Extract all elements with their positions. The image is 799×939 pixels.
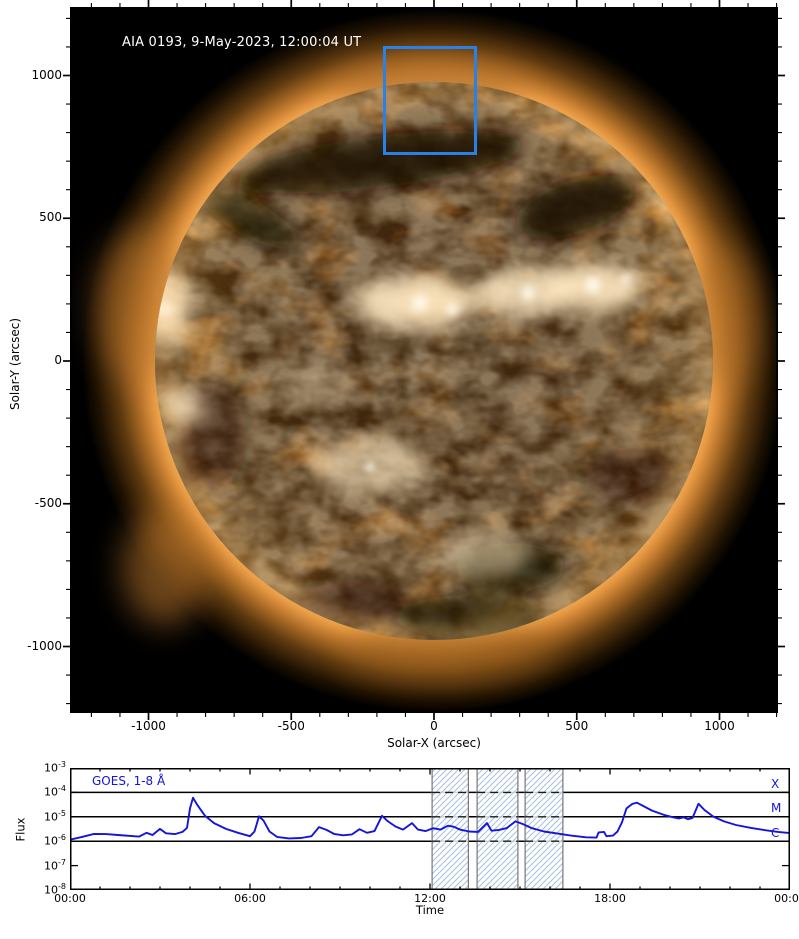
solar-x-tick-label: -500 (277, 719, 305, 733)
goes-legend: GOES, 1-8 Å (92, 774, 166, 788)
goes-flux-curve (70, 796, 790, 841)
solar-y-tick-label: -500 (34, 495, 62, 510)
solar-x-axis-label: Solar-X (arcsec) (387, 736, 481, 750)
goes-flux-tick-label: 10-4 (44, 784, 66, 800)
solar-x-tick-label: 1000 (704, 719, 735, 733)
fov-rectangle (383, 46, 477, 155)
goes-flux-tick-label: 10-8 (44, 882, 66, 897)
goes-flux-plot: GOES, 1-8 Å X M C (70, 768, 790, 890)
solar-y-tick-label: 1000 (31, 67, 62, 82)
goes-flux-tick-label: 10-3 (44, 760, 66, 775)
observation-window-hatch (525, 769, 563, 889)
solar-y-tick-label: -1000 (27, 638, 62, 653)
goes-time-tick-label: 00:00 (54, 892, 86, 905)
goes-time-tick-label: 06:00 (234, 892, 266, 905)
flare-class-label-c: C (771, 826, 780, 840)
solar-y-tick-label: 500 (39, 210, 62, 225)
goes-time-tick-label: 00:00 (774, 892, 799, 905)
goes-plot-frame (70, 768, 790, 890)
observation-window-hatch (477, 769, 518, 889)
solar-image-plot: AIA 0193, 9-May-2023, 12:00:04 UT (70, 7, 778, 713)
goes-time-tick-label: 18:00 (594, 892, 626, 905)
solar-x-tick-label: -1000 (131, 719, 166, 733)
solar-image-title: AIA 0193, 9-May-2023, 12:00:04 UT (122, 35, 362, 50)
goes-flux-tick-label: 10-7 (44, 857, 66, 873)
goes-flux-chart (70, 768, 790, 890)
goes-y-axis-label: Flux (13, 817, 28, 842)
flare-class-label-m: M (771, 801, 782, 815)
flare-class-label-x: X (771, 777, 780, 791)
goes-x-axis-label: Time (415, 903, 445, 917)
solar-y-axis-label: Solar-Y (arcsec) (8, 317, 22, 411)
solar-x-tick-label: 500 (565, 719, 589, 733)
solar-x-tick-label: 0 (430, 719, 438, 733)
